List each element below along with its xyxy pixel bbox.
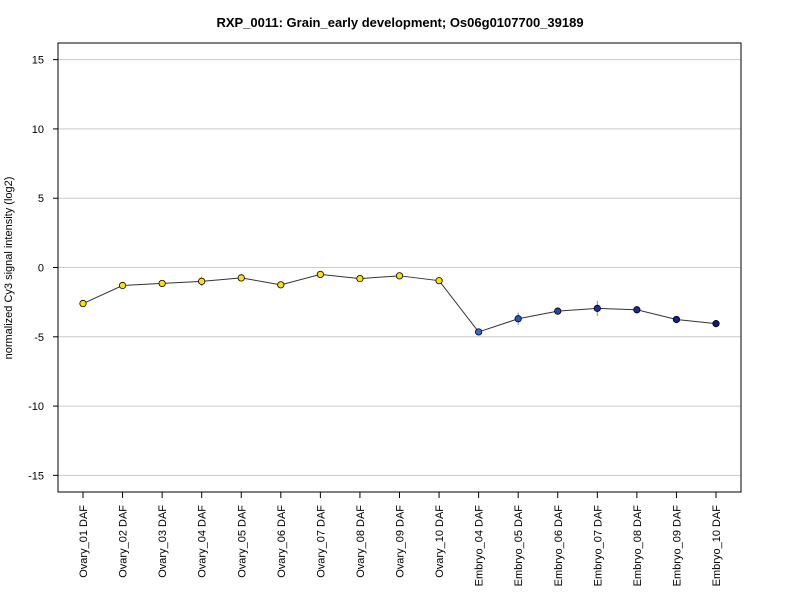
y-axis: 15 10 5 0 -5 -10 -15	[28, 55, 58, 482]
data-point	[633, 306, 641, 314]
y-tick-label: 0	[38, 263, 44, 275]
data-point	[198, 277, 206, 285]
series-line	[82, 273, 717, 333]
x-tick-label: Ovary_06 DAF	[276, 505, 288, 578]
data-series	[79, 270, 720, 336]
x-tick-label: Ovary_07 DAF	[315, 505, 327, 578]
x-tick-label: Embryo_08 DAF	[632, 505, 644, 587]
x-tick-label: Ovary_01 DAF	[78, 505, 90, 578]
x-tick-label: Embryo_07 DAF	[592, 505, 604, 587]
data-point	[356, 274, 364, 283]
x-tick-label: Ovary_08 DAF	[355, 505, 367, 578]
x-tick-label: Ovary_10 DAF	[434, 505, 446, 578]
x-tick-label: Ovary_03 DAF	[157, 505, 169, 578]
y-axis-label: normalized Cy3 signal intensity (log2)	[3, 177, 15, 360]
data-point	[316, 270, 324, 279]
grid-lines	[58, 59, 741, 476]
data-point	[554, 307, 562, 315]
y-tick-label: 5	[38, 193, 44, 205]
data-point	[514, 315, 522, 323]
x-tick-label: Embryo_10 DAF	[711, 505, 723, 587]
y-tick-label: -15	[28, 470, 44, 482]
data-point	[435, 277, 443, 285]
data-point	[475, 328, 483, 336]
data-point	[593, 304, 601, 312]
x-tick-label: Embryo_09 DAF	[671, 505, 683, 587]
x-axis: Ovary_01 DAF Ovary_02 DAF Ovary_03 DAF Ovar…	[78, 492, 723, 586]
data-point	[237, 274, 245, 282]
data-point	[79, 299, 87, 308]
chart-title: RXP_0011: Grain_early development; Os06g…	[216, 15, 583, 30]
x-tick-label: Ovary_02 DAF	[118, 505, 130, 578]
x-tick-label: Embryo_05 DAF	[513, 505, 525, 587]
data-point	[672, 315, 681, 324]
y-tick-label: -10	[28, 401, 44, 413]
x-tick-label: Embryo_04 DAF	[474, 505, 486, 587]
x-tick-label: Ovary_05 DAF	[236, 505, 248, 578]
x-tick-label: Ovary_04 DAF	[197, 505, 209, 578]
y-tick-label: 15	[32, 55, 44, 67]
data-point	[158, 279, 166, 288]
data-point	[277, 281, 285, 289]
x-tick-label: Ovary_09 DAF	[395, 505, 407, 578]
data-point	[118, 281, 127, 290]
x-tick-label: Embryo_06 DAF	[553, 505, 565, 587]
y-tick-label: 10	[32, 124, 44, 136]
y-tick-label: -5	[34, 332, 44, 344]
data-point	[712, 320, 720, 328]
data-point	[395, 272, 404, 280]
